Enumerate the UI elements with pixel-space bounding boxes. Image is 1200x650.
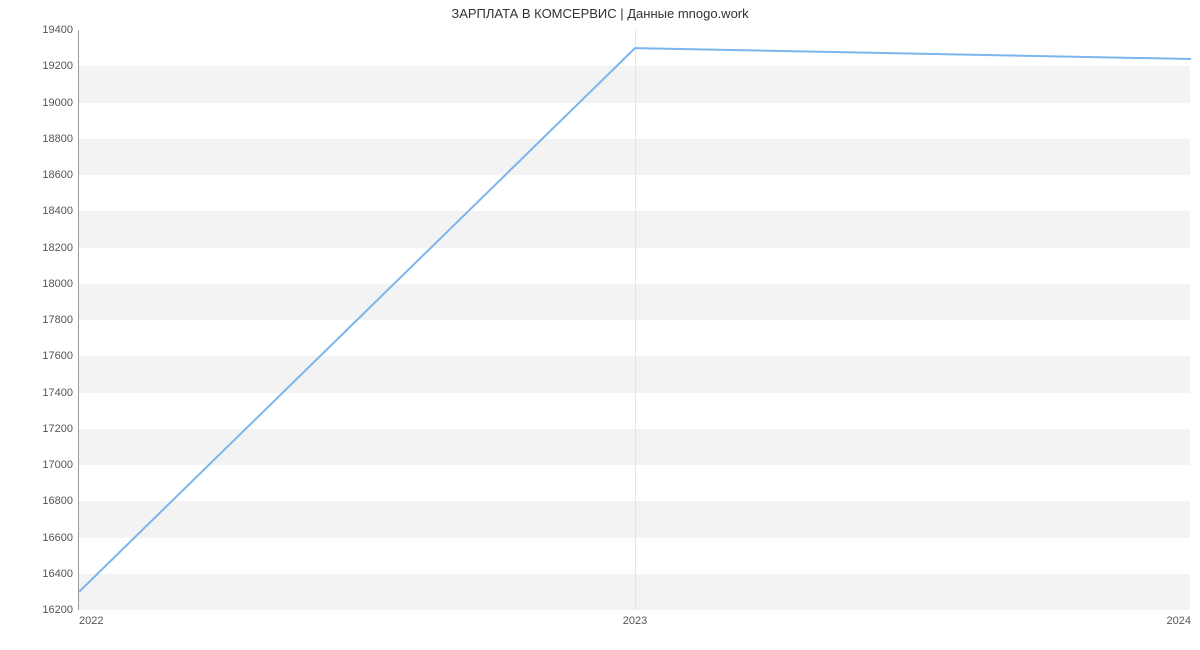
- y-tick-label: 19200: [42, 60, 73, 72]
- chart-title: ЗАРПЛАТА В КОМСЕРВИС | Данные mnogo.work: [0, 6, 1200, 21]
- series-line: [79, 48, 1191, 592]
- y-tick-label: 17400: [42, 387, 73, 399]
- plot-area: 1620016400166001680017000172001740017600…: [78, 30, 1190, 610]
- x-tick-label: 2023: [623, 615, 647, 627]
- y-tick-label: 18400: [42, 205, 73, 217]
- y-tick-label: 19000: [42, 97, 73, 109]
- line-series: [79, 30, 1191, 610]
- x-tick-label: 2024: [1167, 615, 1191, 627]
- y-tick-label: 17600: [42, 350, 73, 362]
- y-tick-label: 18200: [42, 242, 73, 254]
- y-tick-label: 17000: [42, 459, 73, 471]
- y-tick-label: 16800: [42, 495, 73, 507]
- x-tick-label: 2022: [79, 615, 103, 627]
- y-tick-label: 17200: [42, 423, 73, 435]
- y-tick-label: 19400: [42, 24, 73, 36]
- y-tick-label: 16200: [42, 604, 73, 616]
- y-tick-label: 18600: [42, 169, 73, 181]
- y-tick-label: 18000: [42, 278, 73, 290]
- chart-container: ЗАРПЛАТА В КОМСЕРВИС | Данные mnogo.work…: [0, 0, 1200, 650]
- y-tick-label: 18800: [42, 133, 73, 145]
- y-tick-label: 16400: [42, 568, 73, 580]
- y-tick-label: 17800: [42, 314, 73, 326]
- y-tick-label: 16600: [42, 532, 73, 544]
